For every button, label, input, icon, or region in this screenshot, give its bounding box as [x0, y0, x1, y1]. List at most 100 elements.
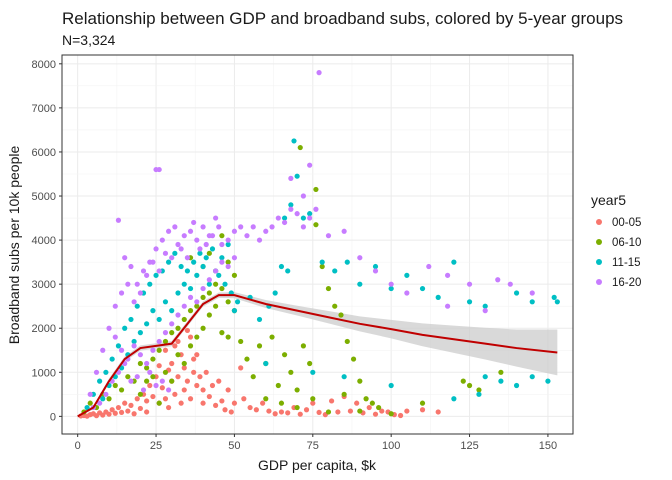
data-point: [325, 409, 332, 415]
data-point: [332, 303, 338, 309]
data-point: [84, 404, 90, 411]
data-point: [335, 409, 341, 415]
data-point: [238, 224, 244, 230]
data-point: [144, 398, 150, 404]
y-tick-label: 7000: [32, 103, 56, 115]
y-tick-label: 3000: [32, 279, 56, 291]
data-point: [426, 263, 432, 270]
data-point: [388, 382, 394, 389]
data-point: [291, 138, 297, 144]
data-point: [219, 233, 225, 239]
data-point: [209, 246, 216, 252]
plot-background: [62, 55, 573, 434]
data-point: [140, 387, 147, 393]
data-point: [194, 352, 200, 358]
x-tick-label: 75: [307, 440, 319, 452]
data-point: [376, 404, 382, 411]
data-point: [175, 352, 181, 358]
data-point: [244, 233, 250, 239]
data-point: [137, 360, 143, 367]
data-point: [278, 400, 285, 406]
data-point: [187, 228, 194, 234]
data-point: [159, 378, 165, 384]
data-point: [184, 255, 190, 261]
data-point: [300, 343, 306, 349]
legend-swatch: [596, 259, 602, 265]
data-point: [551, 294, 557, 300]
data-point: [300, 215, 306, 221]
data-point: [165, 387, 172, 393]
legend-label: 06-10: [612, 237, 641, 249]
data-point: [169, 255, 175, 261]
data-point: [200, 400, 206, 406]
data-point: [281, 215, 288, 221]
data-point: [144, 321, 150, 327]
data-point: [228, 409, 234, 415]
data-point: [134, 396, 140, 402]
data-point: [325, 233, 332, 239]
data-point: [112, 410, 118, 416]
data-point: [250, 374, 256, 380]
data-point: [125, 374, 131, 380]
data-point: [165, 404, 172, 411]
data-point: [297, 411, 303, 417]
data-point: [303, 407, 310, 413]
data-point: [310, 396, 316, 402]
legend-label: 16-20: [612, 277, 641, 289]
data-point: [150, 308, 156, 314]
data-point: [194, 272, 200, 278]
data-point: [332, 268, 338, 274]
data-point: [187, 285, 194, 292]
data-point: [172, 250, 178, 256]
data-point: [109, 407, 115, 413]
data-point: [134, 303, 140, 309]
data-point: [388, 281, 394, 287]
data-point: [137, 391, 143, 397]
data-point: [507, 281, 513, 287]
data-point: [466, 299, 473, 305]
data-point: [169, 308, 175, 314]
data-point: [350, 356, 357, 362]
data-point: [181, 360, 187, 367]
data-point: [187, 294, 194, 300]
data-point: [307, 360, 313, 367]
data-point: [357, 408, 363, 414]
data-point: [307, 211, 313, 217]
data-point: [178, 263, 184, 270]
data-point: [131, 338, 137, 345]
data-point: [278, 409, 285, 415]
data-point: [156, 338, 162, 345]
data-point: [191, 259, 197, 265]
data-point: [216, 378, 222, 384]
data-point: [194, 382, 200, 389]
data-point: [216, 224, 222, 230]
data-point: [125, 281, 131, 287]
data-point: [256, 343, 263, 349]
data-point: [194, 237, 200, 243]
data-point: [156, 166, 162, 173]
data-point: [162, 299, 169, 305]
data-point: [209, 233, 216, 239]
data-point: [310, 400, 316, 406]
data-point: [144, 409, 150, 415]
data-point: [269, 224, 275, 230]
data-point: [231, 400, 238, 406]
data-point: [266, 408, 272, 414]
smooth-line: [77, 294, 558, 418]
data-point: [200, 387, 206, 393]
data-point: [206, 312, 212, 318]
data-point: [285, 268, 291, 274]
data-point: [115, 217, 122, 223]
data-point: [238, 338, 244, 345]
data-point: [156, 363, 162, 369]
data-point: [231, 228, 238, 234]
data-point: [341, 228, 347, 234]
data-point: [122, 400, 128, 406]
data-point: [466, 281, 473, 287]
y-axis-title: Broadband subs per 10k people: [6, 146, 22, 345]
data-point: [222, 281, 228, 287]
data-point: [316, 70, 322, 76]
data-point: [122, 325, 128, 331]
data-point: [225, 259, 231, 265]
data-point: [451, 259, 457, 265]
